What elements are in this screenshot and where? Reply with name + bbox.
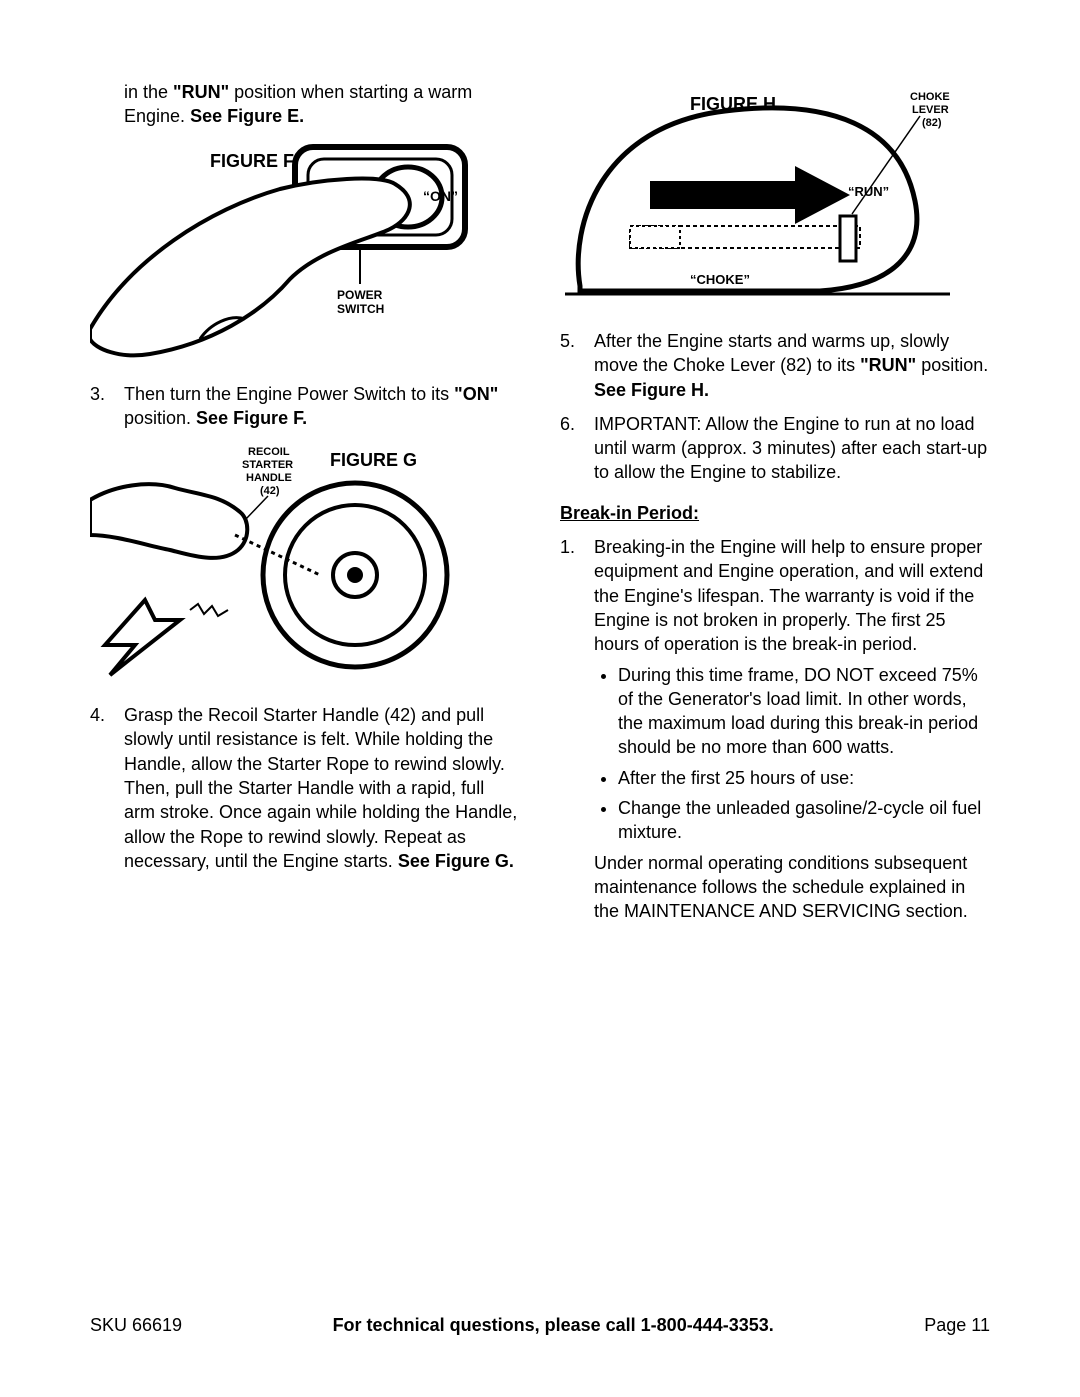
step-5-run: "RUN"	[860, 355, 916, 375]
svg-text:“ON”: “ON”	[423, 188, 458, 204]
left-column: in the "RUN" position when starting a wa…	[90, 80, 520, 1357]
step-6-body: IMPORTANT: Allow the Engine to run at no…	[594, 412, 990, 485]
step-5-part2: position.	[916, 355, 988, 375]
intro-see: See Figure E.	[190, 106, 304, 126]
breakin-bullets: During this time frame, DO NOT exceed 75…	[594, 663, 990, 845]
breakin-tail: Under normal operating conditions subseq…	[594, 851, 990, 924]
step-5-num: 5.	[560, 329, 594, 402]
step-4-see: See Figure G.	[398, 851, 514, 871]
svg-text:HANDLE: HANDLE	[246, 472, 292, 484]
svg-text:STARTER: STARTER	[242, 459, 293, 471]
page-footer: SKU 66619 For technical questions, pleas…	[90, 1313, 990, 1337]
intro-continuation: in the "RUN" position when starting a wa…	[124, 80, 520, 129]
breakin-1-text: Breaking-in the Engine will help to ensu…	[594, 537, 983, 654]
figure-h: FIGURE H CHOKE LEVER (82) “RUN” “CHOKE”	[560, 86, 990, 311]
svg-text:(42): (42)	[260, 485, 280, 497]
svg-text:FIGURE H: FIGURE H	[690, 94, 776, 114]
step-3-num: 3.	[90, 382, 124, 431]
step-5-body: After the Engine starts and warms up, sl…	[594, 329, 990, 402]
figure-g: FIGURE G RECOIL STARTER HANDLE (42)	[90, 440, 520, 685]
footer-page: Page 11	[924, 1313, 990, 1337]
svg-text:“RUN”: “RUN”	[848, 184, 889, 199]
svg-text:FIGURE F: FIGURE F	[210, 151, 294, 171]
breakin-1-body: Breaking-in the Engine will help to ensu…	[594, 535, 990, 923]
svg-text:LEVER: LEVER	[912, 104, 949, 116]
step-5-see: See Figure H.	[594, 380, 709, 400]
svg-text:CHOKE: CHOKE	[910, 91, 950, 103]
step-4-num: 4.	[90, 703, 124, 873]
intro-part1: in the	[124, 82, 173, 102]
step-3-on: "ON"	[454, 384, 498, 404]
step-5: 5. After the Engine starts and warms up,…	[560, 329, 990, 402]
svg-text:POWER: POWER	[337, 288, 383, 302]
bullet-c: Change the unleaded gasoline/2-cycle oil…	[618, 796, 990, 845]
step-3-body: Then turn the Engine Power Switch to its…	[124, 382, 520, 431]
step-3-part2: position.	[124, 408, 196, 428]
bullet-a: During this time frame, DO NOT exceed 75…	[618, 663, 990, 760]
step-3-part1: Then turn the Engine Power Switch to its	[124, 384, 454, 404]
right-column: FIGURE H CHOKE LEVER (82) “RUN” “CHOKE” …	[560, 80, 990, 1357]
figure-f: FIGURE F “ON” POWER SWITCH	[90, 139, 520, 364]
page: in the "RUN" position when starting a wa…	[0, 0, 1080, 1397]
breakin-1: 1. Breaking-in the Engine will help to e…	[560, 535, 990, 923]
svg-text:RECOIL: RECOIL	[248, 446, 290, 458]
svg-text:“CHOKE”: “CHOKE”	[690, 272, 750, 287]
intro-run: "RUN"	[173, 82, 229, 102]
svg-text:(82): (82)	[922, 117, 942, 129]
step-3-see: See Figure F.	[196, 408, 307, 428]
step-3: 3. Then turn the Engine Power Switch to …	[90, 382, 520, 431]
svg-text:FIGURE G: FIGURE G	[330, 450, 417, 470]
footer-contact: For technical questions, please call 1-8…	[333, 1313, 774, 1337]
step-6: 6. IMPORTANT: Allow the Engine to run at…	[560, 412, 990, 485]
footer-sku: SKU 66619	[90, 1313, 182, 1337]
step-4-text: Grasp the Recoil Starter Handle (42) and…	[124, 705, 517, 871]
two-column-layout: in the "RUN" position when starting a wa…	[90, 80, 990, 1357]
step-4-body: Grasp the Recoil Starter Handle (42) and…	[124, 703, 520, 873]
step-6-num: 6.	[560, 412, 594, 485]
bullet-b: After the first 25 hours of use:	[618, 766, 990, 790]
breakin-heading: Break-in Period:	[560, 501, 990, 525]
step-4: 4. Grasp the Recoil Starter Handle (42) …	[90, 703, 520, 873]
breakin-1-num: 1.	[560, 535, 594, 923]
svg-text:SWITCH: SWITCH	[337, 302, 384, 316]
